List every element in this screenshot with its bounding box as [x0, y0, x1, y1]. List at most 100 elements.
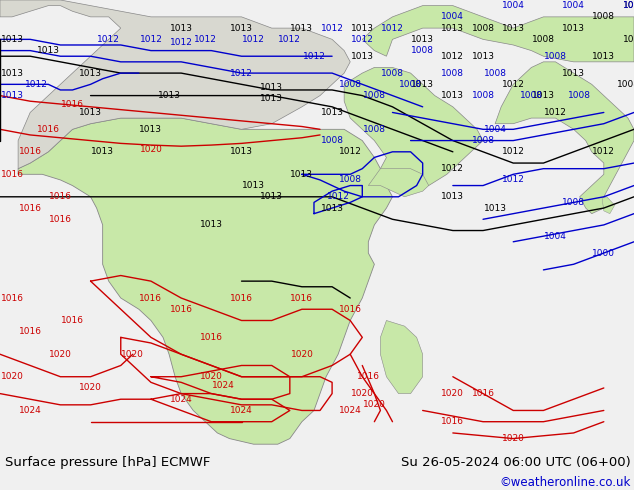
- Text: 1008: 1008: [616, 80, 634, 89]
- Text: 1013: 1013: [592, 52, 616, 61]
- Text: 1020: 1020: [441, 389, 464, 398]
- Text: 1008: 1008: [363, 125, 386, 134]
- Text: 1008: 1008: [411, 46, 434, 55]
- Text: 1008: 1008: [623, 35, 634, 44]
- Text: 1008: 1008: [472, 136, 495, 145]
- Text: 1016: 1016: [61, 99, 84, 108]
- Text: 1013: 1013: [260, 94, 283, 103]
- Text: 1004: 1004: [562, 1, 585, 10]
- Text: 1013: 1013: [170, 24, 193, 33]
- Text: 1016: 1016: [200, 333, 223, 342]
- Text: 1013: 1013: [260, 83, 283, 92]
- Text: 1013: 1013: [562, 69, 585, 77]
- Text: 1013: 1013: [260, 192, 283, 201]
- Text: 1024: 1024: [339, 406, 361, 415]
- Text: 1004: 1004: [484, 125, 507, 134]
- Text: 1004: 1004: [441, 12, 464, 22]
- Text: 1008: 1008: [399, 80, 422, 89]
- Text: 1020: 1020: [49, 350, 72, 359]
- Text: 1013: 1013: [321, 203, 344, 213]
- Text: 1013: 1013: [1, 35, 23, 44]
- Text: 1013: 1013: [351, 24, 374, 33]
- Text: 1012: 1012: [139, 35, 162, 44]
- Text: 1008: 1008: [568, 91, 591, 100]
- Text: 1004: 1004: [544, 232, 567, 241]
- Text: 1008: 1008: [381, 69, 404, 77]
- Text: 1012: 1012: [230, 69, 253, 77]
- Text: 1020: 1020: [1, 372, 23, 381]
- Text: 1008: 1008: [363, 91, 386, 100]
- Text: 1016: 1016: [49, 215, 72, 224]
- Text: 1013: 1013: [91, 147, 114, 156]
- Text: 1016: 1016: [290, 294, 313, 302]
- Text: 1012: 1012: [501, 175, 525, 184]
- Text: 1012: 1012: [302, 52, 325, 61]
- Text: 1012: 1012: [327, 192, 349, 201]
- Text: 1024: 1024: [212, 381, 235, 390]
- Text: 1016: 1016: [18, 147, 42, 156]
- Text: 1013: 1013: [472, 52, 495, 61]
- Text: 1008: 1008: [484, 69, 507, 77]
- Text: 1013: 1013: [411, 80, 434, 89]
- Text: 1013: 1013: [158, 91, 181, 100]
- Text: 1016: 1016: [18, 203, 42, 213]
- Text: 1012: 1012: [351, 35, 373, 44]
- Text: Surface pressure [hPa] ECMWF: Surface pressure [hPa] ECMWF: [5, 456, 210, 469]
- Text: 1008: 1008: [544, 52, 567, 61]
- Text: 1016: 1016: [139, 294, 162, 302]
- Text: 1012: 1012: [97, 35, 120, 44]
- Text: 1008: 1008: [472, 24, 495, 33]
- Text: 1013: 1013: [230, 24, 253, 33]
- Text: 1008: 1008: [520, 91, 543, 100]
- Text: 1013: 1013: [501, 24, 525, 33]
- Text: 1008: 1008: [592, 12, 616, 22]
- Text: 1024: 1024: [230, 406, 253, 415]
- Text: 1013: 1013: [230, 147, 253, 156]
- Polygon shape: [380, 320, 423, 393]
- Text: 1016: 1016: [61, 316, 84, 325]
- Text: 1016: 1016: [170, 305, 193, 314]
- Text: 1012: 1012: [278, 35, 301, 44]
- Text: 1013: 1013: [532, 91, 555, 100]
- Text: 1013: 1013: [1, 69, 23, 77]
- Text: 1020: 1020: [79, 384, 102, 392]
- Polygon shape: [368, 169, 429, 197]
- Text: 1008: 1008: [339, 175, 362, 184]
- Text: 1013: 1013: [441, 192, 464, 201]
- Text: 1012: 1012: [25, 80, 48, 89]
- Polygon shape: [18, 118, 392, 444]
- Text: 1012: 1012: [194, 35, 217, 44]
- Text: 1016: 1016: [230, 294, 253, 302]
- Text: 1013: 1013: [411, 35, 434, 44]
- Polygon shape: [0, 0, 350, 169]
- Text: 1013: 1013: [79, 69, 102, 77]
- Text: 1020: 1020: [200, 372, 223, 381]
- Text: 1013: 1013: [441, 91, 464, 100]
- Text: 1012: 1012: [170, 38, 193, 47]
- Text: 1016: 1016: [441, 417, 464, 426]
- Text: 1013: 1013: [37, 46, 60, 55]
- Text: 1013: 1013: [441, 24, 464, 33]
- Polygon shape: [344, 68, 483, 186]
- Text: 1016: 1016: [472, 389, 495, 398]
- Text: 1016: 1016: [37, 125, 60, 134]
- Text: 1012: 1012: [339, 147, 361, 156]
- Text: 1012: 1012: [441, 52, 464, 61]
- Text: 1008: 1008: [321, 136, 344, 145]
- Text: 1016: 1016: [18, 327, 42, 336]
- Text: 1013: 1013: [290, 24, 313, 33]
- Text: 1013: 1013: [242, 181, 265, 190]
- Text: 1012: 1012: [242, 35, 265, 44]
- Text: 1013: 1013: [484, 203, 507, 213]
- Text: 1020: 1020: [351, 389, 373, 398]
- Text: 1020: 1020: [121, 350, 145, 359]
- Text: 1016: 1016: [1, 170, 23, 179]
- Text: 1020: 1020: [290, 350, 313, 359]
- Text: 1013: 1013: [79, 108, 102, 117]
- Text: 1016: 1016: [339, 305, 362, 314]
- Text: 1016: 1016: [357, 372, 380, 381]
- Text: 1024: 1024: [19, 406, 42, 415]
- Text: 1012: 1012: [501, 80, 525, 89]
- Text: 1016: 1016: [49, 192, 72, 201]
- Text: 1008: 1008: [562, 198, 585, 207]
